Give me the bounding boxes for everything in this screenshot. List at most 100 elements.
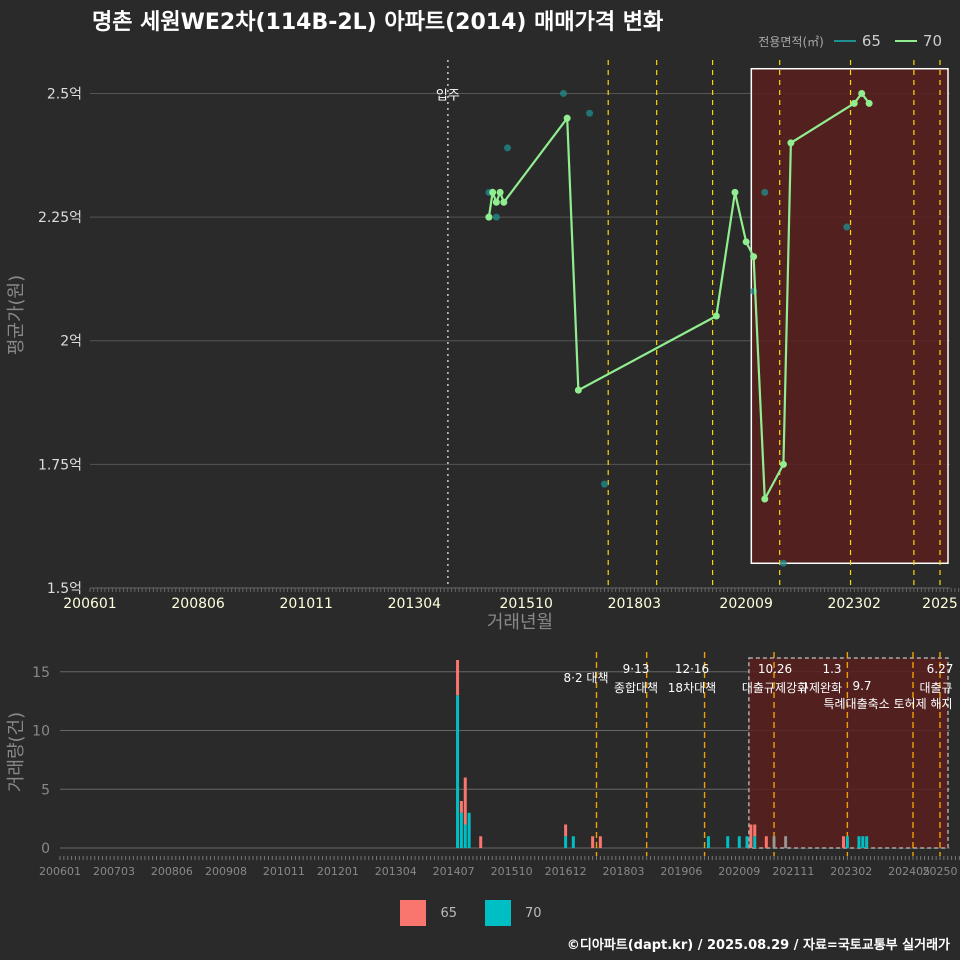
top-y-tick-label: 1.5억 bbox=[47, 581, 82, 597]
top-y-tick-label: 1.75억 bbox=[38, 457, 82, 473]
bar-70 bbox=[706, 836, 710, 848]
point-65 bbox=[779, 559, 787, 567]
point-70 bbox=[489, 188, 497, 196]
bar-65 bbox=[764, 836, 768, 848]
bottom-x-tick-label: 201304 bbox=[375, 865, 417, 878]
legend-swatch-65 bbox=[400, 900, 427, 926]
policy-label: 10.26 bbox=[758, 662, 792, 676]
bottom-x-tick-label: 202009 bbox=[718, 865, 760, 878]
top-x-tick-label: 202009 bbox=[719, 596, 772, 612]
bar-70 bbox=[467, 812, 471, 848]
bar-65 bbox=[598, 836, 602, 848]
point-70 bbox=[779, 460, 787, 468]
point-70 bbox=[750, 253, 758, 261]
policy-label: 1.3 bbox=[822, 662, 841, 676]
bottom-x-tick-label: 202111 bbox=[772, 865, 814, 878]
bottom-x-tick-label: 201510 bbox=[491, 865, 533, 878]
legend-line-70 bbox=[894, 40, 917, 42]
bottom-x-tick-label: 20250 bbox=[923, 865, 958, 878]
point-65 bbox=[492, 213, 500, 221]
policy-sublabel: 대출규제강화 bbox=[742, 681, 808, 695]
bar-65 bbox=[564, 824, 568, 837]
top-y-tick-label: 2.25억 bbox=[38, 210, 82, 226]
bottom-legend: 65 70 bbox=[0, 900, 960, 926]
bar-70 bbox=[861, 836, 865, 848]
move-in-label: 입주 bbox=[436, 88, 460, 103]
bar-70 bbox=[745, 836, 749, 848]
top-y-tick-label: 2억 bbox=[60, 334, 82, 350]
top-x-tick-label: 201304 bbox=[388, 596, 442, 612]
point-70 bbox=[787, 139, 795, 147]
bar-65 bbox=[784, 836, 787, 848]
bar-70 bbox=[753, 836, 757, 848]
policy-label: 6.27 bbox=[927, 662, 954, 676]
point-70 bbox=[500, 198, 508, 206]
point-70 bbox=[574, 386, 582, 394]
policy-sublabel: 규제완화 bbox=[798, 681, 842, 695]
bar-70 bbox=[865, 836, 869, 848]
credit-text: ©디아파트(dapt.kr) / 2025.08.29 / 자료=국토교통부 실… bbox=[566, 938, 950, 953]
bottom-x-tick-label: 201906 bbox=[660, 865, 702, 878]
bar-70 bbox=[845, 836, 849, 848]
bottom-x-tick-label: 201201 bbox=[317, 865, 359, 878]
top-x-tick-label: 202302 bbox=[828, 596, 881, 612]
point-70 bbox=[761, 495, 769, 503]
policy-label: 12·16 bbox=[675, 662, 709, 676]
bar-70 bbox=[459, 812, 463, 848]
bar-65 bbox=[773, 836, 776, 848]
legend-bar-label-70: 70 bbox=[525, 905, 542, 921]
policy-label: 9·13 bbox=[623, 662, 650, 676]
point-65 bbox=[843, 223, 851, 231]
point-70 bbox=[492, 198, 500, 206]
bottom-y-tick-label: 10 bbox=[32, 724, 50, 740]
bar-65 bbox=[749, 824, 753, 848]
point-70 bbox=[865, 99, 873, 107]
bottom-x-tick-label: 200908 bbox=[205, 865, 247, 878]
legend-label-65: 65 bbox=[861, 32, 881, 50]
top-y-tick-label: 2.5억 bbox=[47, 86, 82, 102]
policy-label: 9.7 bbox=[852, 679, 871, 693]
bar-65 bbox=[459, 801, 463, 813]
legend-swatch-70 bbox=[485, 900, 511, 926]
top-x-axis-title: 거래년월 bbox=[487, 612, 553, 633]
point-65 bbox=[504, 144, 512, 152]
point-65 bbox=[586, 109, 594, 117]
top-x-tick-label: 201510 bbox=[499, 596, 552, 612]
bar-70 bbox=[564, 836, 568, 848]
bottom-x-tick-label: 200703 bbox=[93, 865, 135, 878]
bar-65 bbox=[479, 836, 483, 848]
policy-sublabel: 대출규 bbox=[919, 681, 952, 695]
point-70 bbox=[496, 188, 504, 196]
bar-65 bbox=[456, 660, 460, 696]
bottom-highlight-box bbox=[748, 657, 949, 849]
bottom-x-tick-label: 201803 bbox=[603, 865, 645, 878]
legend-label-70: 70 bbox=[922, 32, 942, 50]
legend-line-65 bbox=[833, 40, 856, 42]
legend-bar-label-65: 65 bbox=[440, 905, 457, 921]
top-legend: 전용면적(㎡) 65 70 bbox=[758, 32, 950, 50]
point-70 bbox=[712, 312, 720, 320]
bar-70 bbox=[857, 836, 861, 848]
bottom-x-tick-label: 200806 bbox=[151, 865, 193, 878]
top-x-tick-label: 200601 bbox=[63, 596, 116, 612]
legend-title: 전용면적(㎡) bbox=[758, 34, 824, 49]
bottom-x-tick-label: 201407 bbox=[433, 865, 475, 878]
bottom-y-tick-label: 0 bbox=[41, 841, 50, 857]
bar-65 bbox=[753, 824, 757, 837]
top-y-axis-title: 평균가(원) bbox=[6, 275, 27, 355]
bottom-y-axis-title: 거래량(건) bbox=[6, 712, 27, 792]
policy-label: 8·2 대책 bbox=[564, 670, 609, 685]
top-highlight-box bbox=[750, 67, 949, 565]
policy-sublabel: 종합대책 bbox=[614, 680, 658, 695]
point-70 bbox=[858, 89, 866, 97]
point-65 bbox=[600, 480, 608, 488]
bottom-x-tick-label: 202405 bbox=[888, 865, 930, 878]
bottom-x-tick-label: 202302 bbox=[830, 865, 872, 878]
top-x-tick-label: 200806 bbox=[171, 596, 225, 612]
bottom-x-tick-label: 200601 bbox=[39, 865, 81, 878]
bottom-x-tick-label: 201612 bbox=[545, 865, 587, 878]
point-70 bbox=[850, 99, 858, 107]
policy-sublabel: 18차대책 bbox=[668, 680, 716, 695]
